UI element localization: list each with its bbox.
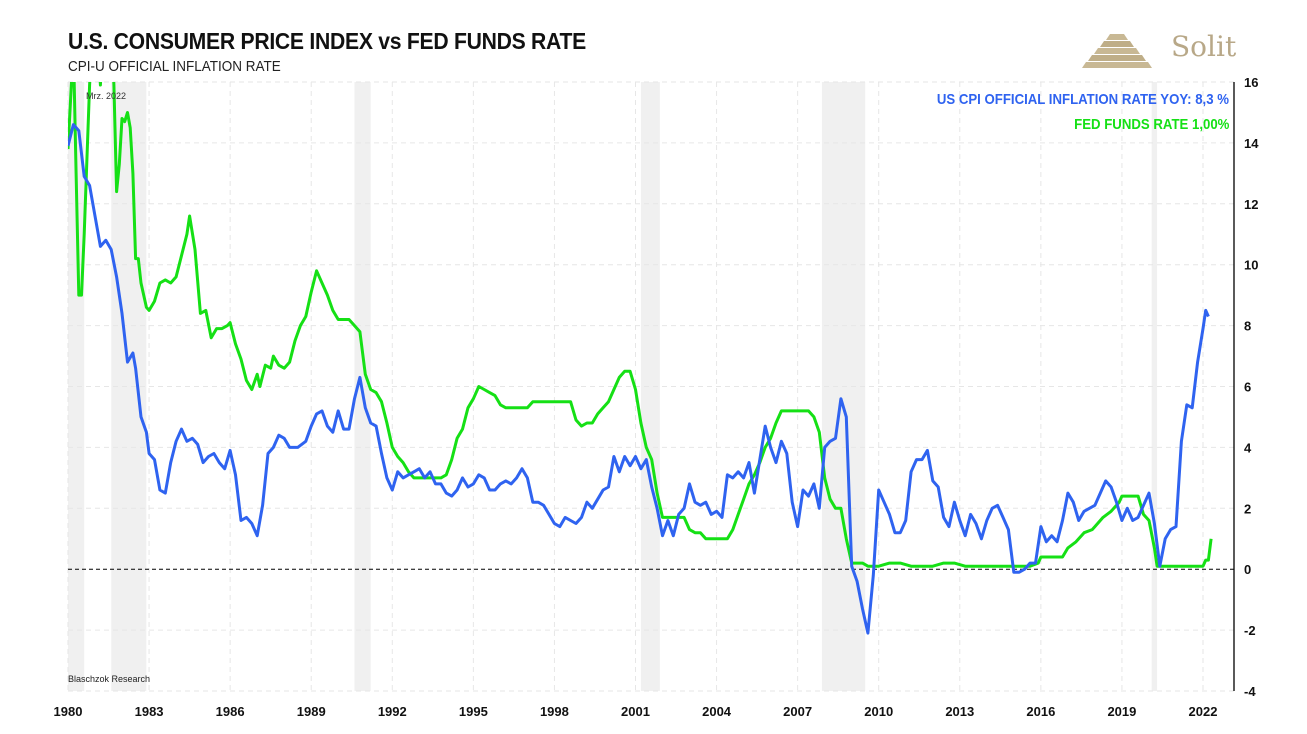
x-axis-ticks: 1980 1983 1986 1989 1992 1995 1998 2001 2004 2007… [54,704,1218,719]
x-tick-label: 2001 [621,704,650,719]
brand-name: Solit [1171,30,1237,63]
chart-subtitle: CPI-U OFFICIAL INFLATION RATE [68,58,281,75]
y-tick-label: 4 [1244,440,1252,455]
x-tick-label: 2019 [1107,704,1136,719]
x-tick-label: 2013 [945,704,974,719]
x-tick-label: 2007 [783,704,812,719]
y-tick-label: 12 [1244,197,1258,212]
x-tick-label: 2022 [1189,704,1218,719]
chart-title: U.S. CONSUMER PRICE INDEX vs FED FUNDS R… [68,28,586,54]
x-tick-label: 1992 [378,704,407,719]
y-tick-label: 2 [1244,501,1251,516]
recession-band [640,82,660,691]
x-tick-label: 2016 [1026,704,1055,719]
y-tick-label: 14 [1244,136,1259,151]
x-tick-label: 1995 [459,704,488,719]
y-tick-label: 16 [1244,75,1258,90]
series-lines [68,82,1213,635]
y-tick-label: 6 [1244,380,1251,395]
source-annotation: Blaschzok Research [68,674,151,684]
x-tick-label: 1989 [297,704,326,719]
legend-fed: FED FUNDS RATE 1,00% [1073,116,1229,133]
cpi-series-line [68,123,1210,635]
y-tick-label: -4 [1244,684,1256,699]
legend-cpi: US CPI OFFICIAL INFLATION RATE YOY: 8,3 … [936,91,1229,108]
recession-band [1151,82,1158,691]
x-tick-label: 1986 [216,704,245,719]
y-tick-label: -2 [1244,623,1256,638]
x-tick-label: 1980 [54,704,83,719]
x-tick-label: 2004 [702,704,732,719]
y-tick-label: 10 [1244,258,1258,273]
grid-lines [67,81,1234,692]
recession-band [68,82,85,691]
x-tick-label: 2010 [864,704,893,719]
y-tick-label: 0 [1244,562,1251,577]
x-tick-label: 1983 [135,704,164,719]
solit-logo-icon [1082,34,1152,68]
x-tick-label: 1998 [540,704,569,719]
y-tick-label: 8 [1244,319,1251,334]
date-annotation: Mrz. 2022 [86,91,127,101]
fed-funds-series-line [68,82,1213,568]
y-axis-ticks: 16 14 12 10 8 6 4 2 0 -2 -4 [1244,75,1259,699]
